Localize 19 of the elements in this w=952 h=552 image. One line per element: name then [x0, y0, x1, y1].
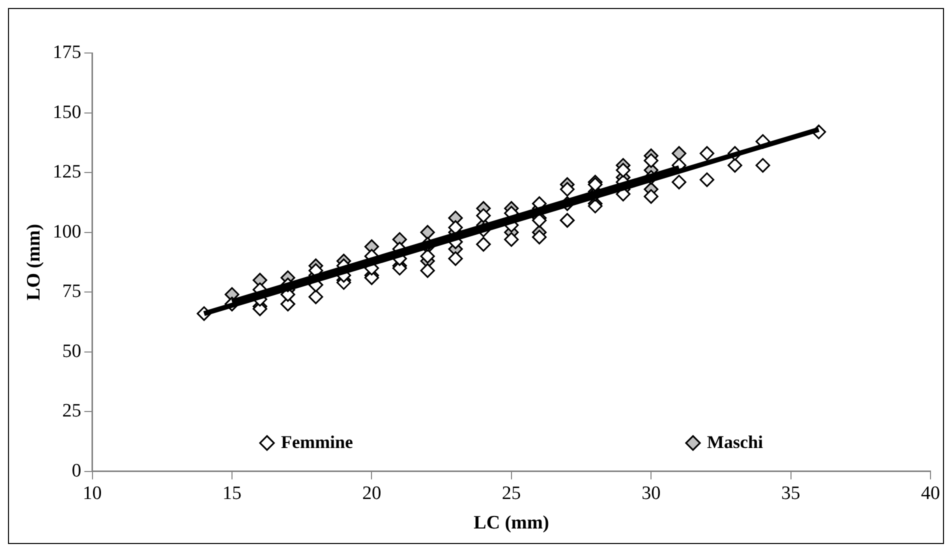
y-tick-label: 150 — [52, 102, 82, 123]
y-tick-label: 175 — [52, 42, 82, 63]
x-tick-label: 10 — [82, 482, 102, 504]
y-axis-title: LO (mm) — [23, 224, 44, 300]
y-tick-label: 0 — [72, 460, 82, 482]
x-tick-label: 40 — [921, 482, 940, 504]
x-tick-label: 20 — [362, 482, 382, 504]
y-tick-label: 25 — [62, 400, 82, 422]
y-tick-label: 125 — [52, 162, 82, 183]
x-tick-label: 30 — [642, 482, 661, 504]
x-axis-title: LC (mm) — [474, 512, 550, 534]
legend-label: Maschi — [707, 432, 763, 453]
y-tick-label: 75 — [62, 281, 82, 302]
x-tick-label: 15 — [222, 482, 242, 504]
legend-label: Femmine — [281, 432, 353, 453]
y-tick-label: 50 — [62, 340, 82, 362]
x-tick-label: 35 — [781, 482, 800, 504]
y-tick-label: 100 — [52, 221, 82, 242]
x-tick-label: 25 — [502, 482, 521, 504]
